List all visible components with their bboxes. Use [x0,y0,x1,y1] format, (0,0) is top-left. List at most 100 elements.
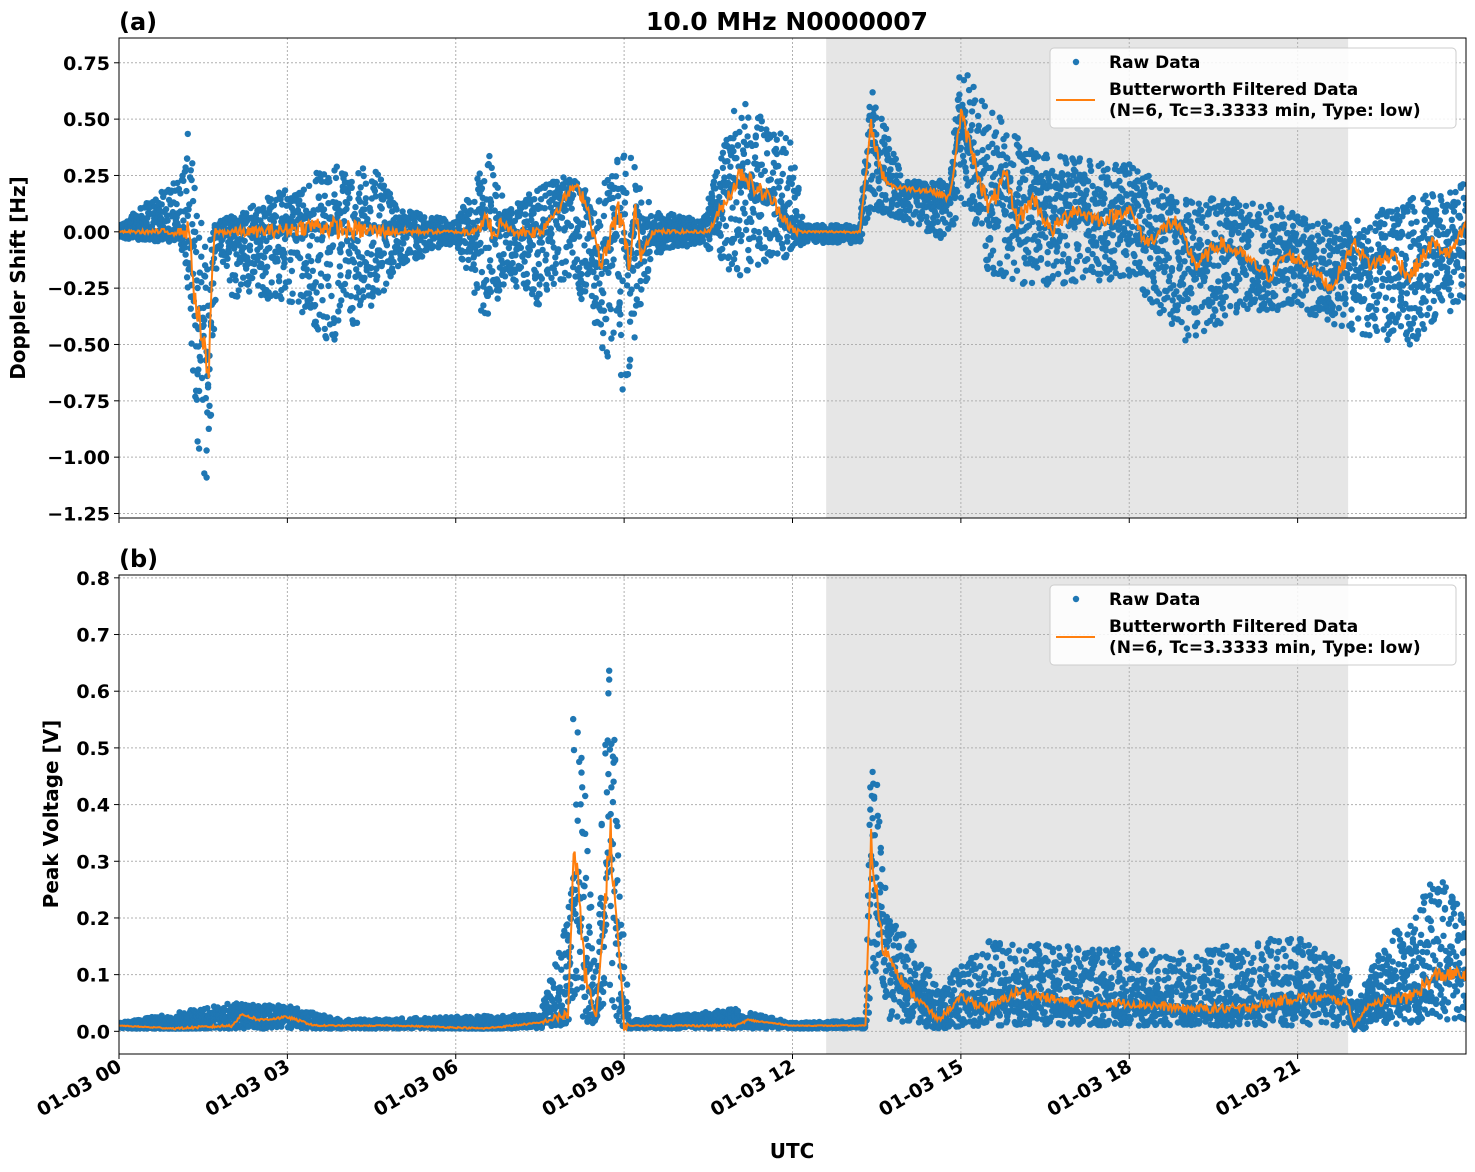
raw-data-point [727,163,734,170]
raw-data-point [1120,272,1127,279]
raw-data-point [1010,161,1017,169]
raw-data-point [950,221,957,228]
raw-data-point [303,266,310,273]
raw-data-point [184,130,191,138]
raw-data-point [332,331,339,338]
raw-data-point [360,293,367,301]
raw-data-point [1169,297,1176,304]
raw-data-point [1090,233,1097,241]
raw-data-point [356,261,364,268]
raw-data-point [362,180,370,187]
raw-data-point [1165,254,1173,262]
raw-data-point [194,284,201,292]
raw-data-point [568,205,575,212]
raw-data-point [957,194,965,202]
raw-data-point [741,123,748,130]
raw-data-point [600,307,608,314]
raw-data-point [493,192,500,200]
raw-data-point [592,295,599,302]
raw-data-point [509,259,516,267]
raw-data-point [189,160,196,167]
raw-data-point [878,115,885,123]
raw-data-point [974,112,982,120]
raw-data-point [737,189,745,196]
raw-data-point [1329,302,1337,310]
raw-data-point [490,172,497,179]
raw-data-point [742,226,750,234]
raw-data-point [198,219,205,227]
raw-data-point [1156,290,1163,297]
raw-data-point [295,298,302,305]
raw-data-point [1185,332,1192,339]
raw-data-point [1021,278,1028,286]
raw-data-point [143,220,150,227]
raw-data-point [344,200,351,207]
raw-data-point [707,245,714,252]
raw-data-point [268,279,275,286]
raw-data-point [225,249,233,256]
raw-data-point [400,240,407,247]
raw-data-point [184,212,191,219]
raw-data-point [470,261,477,268]
raw-data-point [631,255,638,262]
raw-data-point [308,257,315,265]
raw-data-point [305,182,313,189]
raw-data-point [1183,325,1191,332]
raw-data-point [522,211,529,218]
raw-data-point [763,126,770,133]
raw-data-point [626,318,634,325]
raw-data-point [478,185,486,192]
raw-data-point [983,153,991,161]
raw-data-point [1222,293,1230,301]
raw-data-point [719,245,726,253]
raw-data-point [1093,242,1100,249]
raw-data-point [539,246,546,254]
raw-data-point [1292,230,1300,238]
raw-data-point [719,164,727,172]
raw-data-point [368,264,375,272]
raw-data-point [1126,230,1134,237]
raw-data-point [1272,292,1279,299]
raw-data-point [232,277,239,284]
raw-data-point [1004,253,1011,260]
raw-data-point [1028,279,1036,287]
raw-data-point [565,272,572,279]
raw-data-point [989,247,997,254]
raw-data-point [570,235,578,242]
raw-data-point [525,191,533,198]
raw-data-point [472,266,479,274]
raw-data-point [383,242,391,249]
raw-data-point [721,174,728,181]
raw-data-point [1251,296,1259,303]
raw-data-point [724,158,731,165]
raw-data-point [368,302,375,309]
raw-data-point [600,329,607,337]
raw-data-point [319,233,326,241]
raw-data-point [610,256,617,263]
raw-data-point [621,211,629,218]
raw-data-point [609,194,617,202]
raw-data-point [474,217,481,225]
raw-data-point [736,217,743,224]
raw-data-point [467,207,474,214]
raw-data-point [529,242,536,249]
raw-data-point [1194,308,1201,315]
raw-data-point [430,243,437,250]
raw-data-point [1095,260,1102,268]
raw-data-point [614,192,622,200]
raw-data-point [1249,200,1256,207]
raw-data-point [488,164,495,171]
raw-data-point [308,232,316,240]
raw-data-point [275,278,283,285]
raw-data-point [582,288,589,295]
raw-data-point [262,269,269,276]
raw-data-point [1227,238,1234,245]
raw-data-point [209,332,216,339]
raw-data-point [638,199,645,206]
raw-data-point [403,257,411,264]
raw-data-point [758,118,765,125]
raw-data-point [1135,202,1142,209]
raw-data-point [998,118,1005,125]
raw-data-point [738,231,745,239]
raw-data-point [1267,214,1274,222]
